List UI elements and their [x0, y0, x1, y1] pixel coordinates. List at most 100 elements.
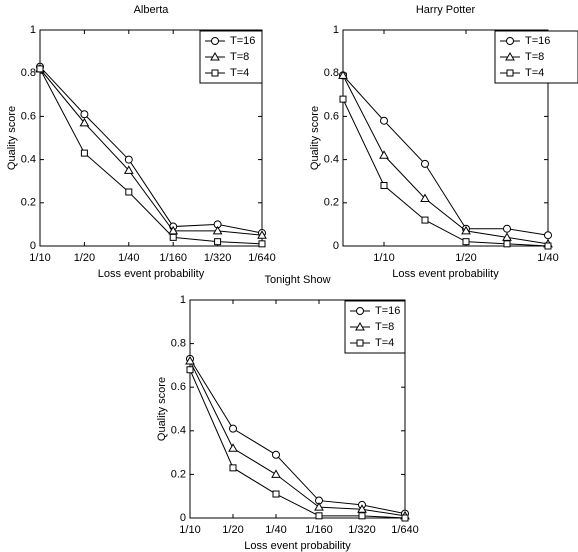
point — [272, 450, 280, 459]
x-tick-label: 1/40 — [537, 252, 558, 264]
point — [272, 490, 280, 498]
series-line — [189, 358, 406, 515]
y-tick-label: 1 — [180, 294, 186, 306]
legend-label: T=4 — [375, 337, 394, 349]
point — [339, 95, 347, 103]
x-tick-label: 1/10 — [29, 252, 50, 264]
y-tick-label: 0.4 — [324, 154, 339, 166]
point — [401, 514, 409, 522]
x-tick-label: 1/320 — [348, 524, 376, 536]
point — [214, 238, 222, 246]
y-tick-label: 0.8 — [324, 67, 339, 79]
legend-label: T=16 — [375, 305, 400, 317]
point — [544, 242, 552, 250]
y-tick-label: 1 — [30, 24, 36, 36]
x-tick-label: 1/10 — [179, 524, 200, 536]
point — [123, 165, 134, 174]
legend-label: T=4 — [230, 67, 249, 79]
point — [36, 65, 44, 73]
point — [357, 504, 367, 513]
point — [124, 155, 133, 164]
point — [380, 182, 388, 190]
x-tick-label: 1/320 — [204, 252, 232, 264]
legend-label: T=4 — [525, 67, 544, 79]
legend-label: T=8 — [375, 321, 394, 333]
legend-marker — [211, 69, 219, 77]
chart-title: Tonight Show — [264, 274, 330, 286]
plot-area — [189, 299, 406, 519]
point — [379, 150, 389, 159]
series-line — [39, 68, 263, 245]
point — [314, 502, 324, 511]
y-tick-label: 0.2 — [21, 197, 36, 209]
series-line — [189, 369, 406, 519]
y-tick-label: 0 — [180, 512, 186, 524]
y-tick-label: 0.4 — [21, 154, 36, 166]
x-tick-label: 1/20 — [455, 252, 476, 264]
x-tick-label: 1/640 — [248, 252, 276, 264]
series-line — [39, 66, 263, 234]
series-line — [342, 75, 549, 236]
y-tick-label: 0.8 — [171, 338, 186, 350]
x-tick-label: 1/160 — [305, 524, 333, 536]
y-tick-label: 0.6 — [324, 110, 339, 122]
y-tick-label: 0.2 — [324, 197, 339, 209]
legend-marker — [355, 321, 365, 331]
point — [503, 224, 511, 233]
x-axis-label: Loss event probability — [98, 268, 205, 280]
point — [125, 188, 133, 196]
x-axis-label: Loss event probability — [244, 540, 351, 552]
legend-label: T=16 — [525, 35, 550, 47]
y-tick-label: 0 — [333, 240, 339, 252]
point — [358, 512, 366, 520]
legend-marker — [210, 51, 220, 61]
chart-title: Alberta — [134, 4, 170, 16]
plot-area — [342, 29, 549, 247]
point — [79, 117, 90, 127]
legend-label: T=8 — [525, 51, 544, 63]
point — [380, 116, 388, 125]
point — [421, 159, 429, 168]
y-tick-label: 0.6 — [21, 110, 36, 122]
point — [229, 464, 237, 472]
chart: Alberta Loss event probability Quality sco… — [6, 4, 276, 280]
x-tick-label: 1/20 — [222, 524, 243, 536]
x-tick-label: 1/40 — [118, 252, 139, 264]
legend-label: T=16 — [230, 35, 255, 47]
y-tick-label: 0.4 — [171, 425, 186, 437]
y-axis-label: Quality score — [6, 106, 18, 170]
y-tick-label: 0.6 — [171, 381, 186, 393]
series-line — [39, 68, 263, 236]
y-axis-label: Quality score — [309, 106, 321, 170]
legend-marker — [506, 37, 514, 45]
point — [229, 424, 237, 433]
point — [80, 149, 88, 157]
point — [257, 230, 267, 239]
legend-marker — [356, 307, 364, 315]
chart: Harry Potter Loss event probability Qualit… — [309, 4, 578, 280]
legend-marker — [211, 37, 219, 45]
y-tick-label: 1 — [333, 24, 339, 36]
point — [315, 512, 323, 520]
point — [461, 225, 471, 235]
point — [271, 469, 281, 478]
x-tick-label: 1/40 — [265, 524, 286, 536]
point — [185, 356, 195, 365]
point — [338, 70, 348, 79]
point — [80, 110, 89, 119]
point — [212, 225, 223, 235]
series-line — [342, 75, 549, 245]
point — [169, 233, 177, 241]
y-tick-label: 0 — [30, 240, 36, 252]
chart: Tonight Show Loss event probability Qualit… — [156, 274, 419, 552]
point — [420, 193, 430, 202]
series-line — [189, 360, 406, 517]
x-tick-label: 1/640 — [391, 524, 419, 536]
legend-marker — [506, 69, 514, 77]
x-tick-label: 1/160 — [159, 252, 187, 264]
point — [186, 366, 194, 374]
y-axis-label: Quality score — [156, 377, 168, 441]
legend-marker — [505, 51, 515, 61]
